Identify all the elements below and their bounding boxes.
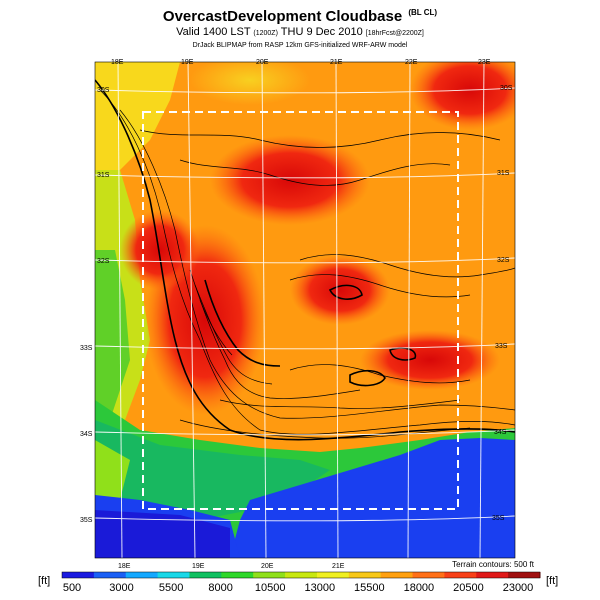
terrain-contours	[99, 89, 515, 439]
colorbar-tick-label: 20500	[453, 582, 484, 594]
lon-label: 18E	[111, 59, 124, 66]
colorbar-swatch	[348, 572, 382, 578]
lat-label: 33S	[495, 343, 508, 350]
lon-labels-top: 18E 19E 20E 21E 22E 23E	[111, 59, 491, 66]
colorbar-swatch	[412, 572, 445, 578]
colorbar-swatch	[189, 572, 222, 578]
terrain-note: Terrain contours: 500 ft	[452, 560, 534, 569]
inner-domain-box	[142, 111, 459, 510]
colorbar-swatch	[316, 572, 350, 578]
lat-label: 30S	[97, 87, 110, 94]
colorbar	[61, 571, 541, 579]
lat-label: 32S	[97, 258, 110, 265]
colorbar-unit-left: [ft]	[38, 575, 51, 587]
colorbar-tick-label: 23000	[502, 582, 534, 594]
yellow-north	[190, 62, 310, 105]
lat-label: 31S	[497, 170, 510, 177]
map-frame	[94, 61, 516, 559]
colorbar-swatch	[157, 572, 190, 578]
colorbar-swatch	[253, 572, 286, 578]
lon-label: 22E	[405, 59, 418, 66]
lon-label: 21E	[332, 563, 345, 570]
lat-label: 34S	[80, 431, 93, 438]
model-credits: DrJack BLIPMAP from RASP 12km GFS-initia…	[192, 42, 408, 49]
peak-north	[210, 135, 370, 225]
colorbar-swatch	[476, 572, 509, 578]
latlon-grid	[95, 62, 515, 558]
colorbar-swatch	[285, 572, 318, 578]
lat-labels-right: 30S 31S 32S 33S 34S 35S	[492, 85, 513, 522]
lat-label: 30S	[500, 85, 513, 92]
valid-code: (1200Z)	[253, 30, 278, 37]
lat-label: 33S	[80, 345, 93, 352]
field-ocean-deep	[95, 510, 230, 558]
colorbar-unit-right: [ft]	[546, 575, 559, 587]
lat-label: 35S	[80, 517, 93, 524]
lon-label: 19E	[181, 59, 194, 66]
peak-east	[360, 330, 500, 390]
colorbar-swatch	[444, 572, 477, 578]
colorbar-tick-label: 5500	[158, 582, 184, 594]
lon-label: 20E	[256, 59, 269, 66]
lon-label: 19E	[192, 563, 205, 570]
colorbar-swatch	[93, 572, 127, 578]
lat-label: 34S	[494, 429, 507, 436]
peak-central	[290, 255, 390, 325]
colorbar-tick-label: 15500	[354, 582, 385, 594]
colorbar-swatch	[125, 572, 159, 578]
lat-label: 31S	[97, 172, 110, 179]
map-field	[95, 62, 515, 558]
colorbar-swatch	[380, 572, 414, 578]
field-ocean	[230, 438, 515, 558]
lon-label: 21E	[330, 59, 343, 66]
title-tag: (BL CL)	[408, 8, 438, 17]
colorbar-tick-label: 13000	[304, 582, 336, 594]
valid-date: THU 9 Dec 2010	[280, 26, 363, 38]
lon-label: 23E	[478, 59, 491, 66]
lon-labels-bottom: 18E 19E 20E 21E	[118, 563, 345, 570]
title-text: OvercastDevelopment Cloudbase	[162, 8, 403, 25]
lat-label: 35S	[492, 515, 505, 522]
lon-label: 18E	[118, 563, 131, 570]
colorbar-tick-label: 500	[62, 582, 82, 594]
map-title: OvercastDevelopment Cloudbase (BL CL)	[0, 8, 600, 25]
peak-nw	[120, 210, 200, 290]
lat-label: 32S	[497, 257, 510, 264]
colorbar-tick-label: 8000	[208, 582, 233, 594]
forecast-tag: [18hrFcst@2200Z]	[365, 30, 424, 37]
colorbar-tick-label: 10500	[254, 582, 286, 594]
colorbar-tick-label: 18000	[403, 582, 435, 594]
valid-time: Valid 1400 LST (1200Z) THU 9 Dec 2010 [1…	[0, 26, 600, 38]
lat-labels-left: 30S 31S 32S 33S 34S 35S	[80, 87, 110, 524]
field-west-green	[95, 250, 130, 430]
colorbar-swatch	[221, 572, 254, 578]
colorbar-frame	[61, 571, 541, 579]
lon-label: 20E	[261, 563, 274, 570]
colorbar-swatch	[508, 572, 541, 578]
valid-prefix: Valid 1400 LST	[176, 26, 251, 38]
colorbar-tick-label: 3000	[109, 582, 134, 594]
colorbar-swatch	[62, 572, 95, 578]
